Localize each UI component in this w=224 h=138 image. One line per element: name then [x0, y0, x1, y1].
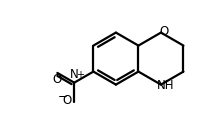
Text: O: O	[62, 94, 72, 107]
Text: −: −	[57, 90, 67, 103]
Text: +: +	[76, 70, 84, 80]
Text: N: N	[70, 68, 79, 81]
Text: O: O	[53, 73, 62, 86]
Text: NH: NH	[157, 79, 174, 92]
Text: O: O	[159, 25, 169, 38]
